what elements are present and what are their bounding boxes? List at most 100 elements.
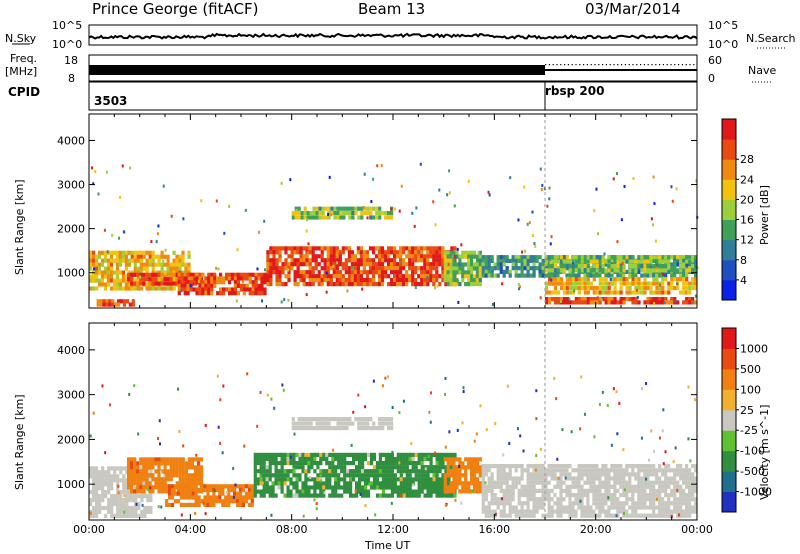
- heatmap-cell: [221, 487, 225, 493]
- heatmap-cell: [514, 505, 518, 510]
- heatmap-cell: [598, 488, 602, 493]
- heatmap-cell: [322, 493, 326, 498]
- heatmap-cell: [441, 485, 445, 490]
- heatmap-cell: [236, 283, 240, 288]
- heatmap-noise-cell: [372, 177, 375, 181]
- heatmap-cell: [187, 262, 191, 267]
- heatmap-cell: [553, 259, 558, 264]
- heatmap-cell: [95, 466, 99, 471]
- nave-label: Nave: [748, 64, 777, 77]
- heatmap-cell: [628, 255, 632, 260]
- heatmap-cell: [101, 470, 105, 475]
- heatmap-cell: [181, 461, 185, 466]
- heatmap-cell: [184, 481, 188, 486]
- heatmap-cell: [216, 276, 220, 281]
- heatmap-cell: [346, 481, 350, 486]
- heatmap-cell: [550, 488, 554, 493]
- heatmap-cell: [670, 286, 674, 291]
- heatmap-cell: [550, 509, 554, 514]
- heatmap-cell: [342, 206, 346, 211]
- heatmap-cell: [287, 270, 291, 275]
- heatmap-cell: [441, 246, 445, 251]
- heatmap-cell: [622, 505, 626, 510]
- heatmap-cell: [268, 456, 272, 462]
- heatmap-cell: [640, 501, 644, 506]
- heatmap-cell: [139, 477, 143, 482]
- heatmap-cell: [145, 272, 149, 277]
- heatmap-cell: [478, 282, 482, 287]
- heatmap-cell: [242, 276, 246, 281]
- nave-series-dot: [628, 64, 630, 66]
- heatmap-cell: [453, 493, 457, 498]
- heatmap-cell: [526, 258, 530, 263]
- heatmap-cell: [435, 477, 439, 482]
- heatmap-cell: [481, 258, 485, 263]
- heatmap-cell: [511, 488, 515, 493]
- heatmap-cell: [256, 461, 260, 466]
- heatmap-cell: [508, 513, 512, 518]
- heatmap-cell: [508, 472, 512, 477]
- heatmap-cell: [532, 464, 536, 469]
- heatmap-cell: [361, 493, 365, 498]
- heatmap-cell: [107, 490, 111, 495]
- heatmap-cell: [151, 266, 155, 271]
- heatmap-cell: [287, 266, 291, 271]
- heatmap-cell: [619, 277, 623, 282]
- heatmap-cell: [245, 287, 249, 292]
- heatmap-cell: [329, 254, 333, 259]
- heatmap-cell: [125, 299, 129, 304]
- heatmap-cell: [595, 273, 599, 278]
- heatmap-noise-cell: [160, 470, 163, 474]
- heatmap-cell: [259, 461, 263, 466]
- heatmap-cell: [577, 493, 581, 498]
- heatmap-cell: [169, 286, 173, 291]
- heatmap-cell: [331, 485, 335, 490]
- heatmap-noise-cell: [560, 299, 563, 303]
- heatmap-cell: [411, 461, 415, 466]
- heatmap-cell: [481, 472, 485, 477]
- heatmap-cell: [643, 273, 647, 278]
- heatmap-cell: [245, 272, 249, 277]
- heatmap-noise-cell: [535, 417, 538, 421]
- heatmap-cell: [399, 270, 403, 275]
- heatmap-cell: [363, 473, 368, 478]
- heatmap-cell: [118, 250, 122, 255]
- heatmap-cell: [188, 491, 192, 496]
- heatmap-cell: [121, 286, 125, 291]
- heatmap-cell: [224, 484, 228, 489]
- heatmap-noise-cell: [202, 501, 205, 505]
- heatmap-cell: [432, 258, 436, 263]
- heatmap-cell: [571, 290, 575, 295]
- heatmap-cell: [172, 250, 176, 255]
- heatmap-noise-cell: [674, 299, 677, 303]
- heatmap-cell: [484, 509, 488, 514]
- heatmap-cell: [387, 250, 391, 255]
- heatmap-cell: [646, 464, 650, 469]
- heatmap-cell: [314, 246, 318, 251]
- heatmap-cell: [203, 484, 207, 489]
- heatmap-cell: [628, 488, 632, 493]
- heatmap-cell: [295, 477, 299, 482]
- heatmap-cell: [664, 472, 668, 477]
- heatmap-cell: [200, 484, 204, 489]
- heatmap-cell: [694, 505, 698, 510]
- heatmap-cell: [384, 417, 388, 422]
- heatmap-cell: [637, 493, 641, 498]
- heatmap-cell: [128, 490, 132, 495]
- heatmap-cell: [241, 502, 245, 507]
- heatmap-cell: [175, 457, 179, 462]
- heatmap-cell: [586, 501, 590, 506]
- heatmap-cell: [688, 468, 692, 473]
- heatmap-cell: [402, 250, 406, 255]
- heatmap-cell: [200, 473, 204, 478]
- heatmap-cell: [417, 493, 421, 498]
- heatmap-noise-cell: [135, 502, 138, 506]
- heatmap-cell: [163, 262, 167, 267]
- heatmap-cell: [426, 473, 430, 478]
- heatmap-cell: [446, 282, 450, 287]
- heatmap-noise-cell: [522, 449, 525, 453]
- heatmap-cell: [244, 495, 248, 500]
- heatmap-cell: [125, 470, 129, 475]
- heatmap-cell: [443, 254, 447, 259]
- heatmap-cell: [197, 487, 201, 493]
